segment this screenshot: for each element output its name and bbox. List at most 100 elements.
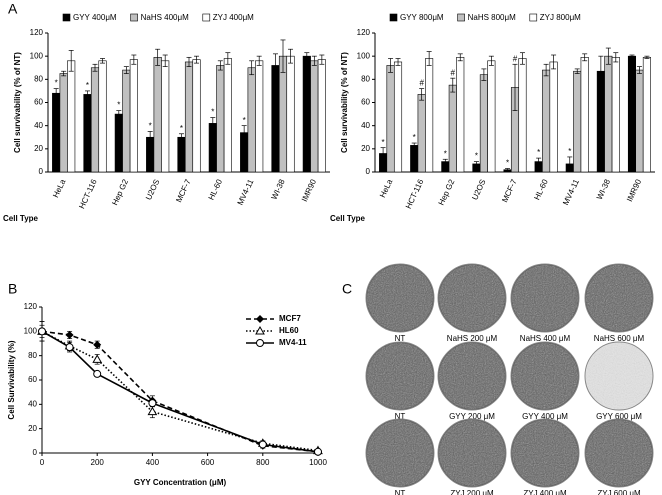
significance-marker: * [444, 149, 447, 158]
plate-label: ZYJ 400 μM [523, 489, 567, 495]
bar [122, 69, 131, 173]
bar [177, 136, 186, 173]
bar [114, 113, 123, 173]
x-tick-label: Hep G2 [110, 177, 130, 206]
error-bar [613, 52, 619, 63]
y-tick-label: 20 [361, 144, 370, 153]
error-bar [380, 147, 386, 160]
error-bar [131, 54, 137, 65]
series-line [41, 330, 319, 453]
y-tick-label: 120 [357, 28, 371, 37]
series-line [41, 330, 319, 452]
error-bar [473, 161, 479, 167]
error-bar [68, 50, 74, 72]
y-tick-label: 100 [30, 51, 44, 60]
legend-label: NaHS 800μM [468, 13, 517, 22]
significance-marker: * [568, 147, 571, 156]
error-bar [61, 70, 67, 77]
y-tick-label: 80 [28, 351, 37, 360]
x-tick-label: 800 [256, 458, 270, 467]
significance-marker: # [451, 68, 456, 77]
error-bar [488, 55, 494, 66]
bar [635, 69, 644, 173]
legend-swatch [529, 13, 538, 22]
plate-texture [586, 265, 652, 331]
bar [611, 57, 620, 173]
error-bar [605, 47, 611, 65]
legend-label: MCF7 [279, 314, 301, 323]
bar [67, 60, 76, 173]
bar [573, 70, 582, 173]
error-bar [194, 55, 200, 64]
x-tick-label: WI-38 [595, 177, 612, 201]
bar [487, 60, 496, 173]
x-tick-label: HL-60 [207, 177, 225, 201]
bar [208, 123, 217, 173]
bar [278, 55, 288, 173]
bar [302, 55, 311, 173]
x-tick-label: 600 [201, 458, 215, 467]
error-bar [551, 54, 557, 70]
x-axis-label: Cell Type [330, 214, 366, 223]
legend-label: MV4-11 [279, 338, 307, 347]
legend-label: ZYJ 400μM [213, 13, 254, 22]
significance-marker: * [382, 138, 385, 147]
plate-label: NaHS 400 μM [520, 334, 571, 343]
x-tick-label: U2OS [144, 178, 161, 202]
bar [255, 60, 264, 173]
x-tick-label: MCF-7 [500, 177, 519, 203]
x-tick-label: U2OS [470, 178, 487, 202]
y-tick-label: 60 [361, 98, 370, 107]
significance-marker: * [149, 122, 152, 131]
legend-label: GYY 800μM [400, 13, 444, 22]
significance-marker: * [537, 148, 540, 157]
bar [83, 94, 92, 173]
x-tick-label: HeLa [51, 177, 67, 199]
plate-label: NT [395, 334, 406, 343]
significance-marker: * [86, 81, 89, 90]
x-tick-label: HCT-116 [404, 177, 426, 210]
y-tick-label: 100 [357, 51, 371, 60]
legend-swatch [202, 13, 211, 22]
plate-texture [367, 265, 433, 331]
x-tick-label: MV4-11 [561, 177, 581, 206]
x-tick-label: MCF-7 [174, 177, 193, 203]
y-tick-label: 100 [24, 326, 38, 335]
y-tick-label: 60 [34, 98, 43, 107]
significance-marker: * [117, 101, 120, 110]
plate-label: GYY 200 μM [449, 412, 495, 421]
error-bar [162, 54, 168, 67]
error-bar [536, 157, 542, 166]
y-tick-label: 120 [30, 28, 44, 37]
plate-texture [367, 343, 433, 409]
error-bar [395, 58, 401, 66]
error-bar [241, 125, 247, 140]
error-bar [304, 52, 310, 60]
error-bar [123, 66, 129, 74]
legend-label: GYY 400μM [73, 13, 117, 22]
y-axis-label: Cell Survivability (%) [7, 340, 16, 419]
x-axis-label: GYY Concentration (μM) [134, 478, 227, 487]
plate-texture [512, 343, 578, 409]
error-bar [53, 88, 59, 99]
legend-swatch [62, 13, 71, 22]
error-bar [92, 63, 98, 72]
plate-label: NT [395, 412, 406, 421]
bar [425, 58, 434, 173]
bar [410, 145, 419, 173]
bar [479, 74, 488, 173]
legend-swatch [389, 13, 398, 22]
significance-marker: # [419, 79, 424, 88]
bar [184, 61, 194, 173]
error-bar [543, 63, 549, 77]
plate-label: NaHS 600 μM [594, 334, 645, 343]
marker [256, 339, 264, 347]
plate-texture [586, 343, 652, 409]
y-tick-label: 40 [34, 121, 43, 130]
y-tick-label: 80 [361, 74, 370, 83]
x-tick-label: Hep G2 [437, 177, 457, 206]
error-bar [272, 53, 278, 78]
error-bar [450, 77, 456, 93]
significance-marker: * [55, 79, 58, 88]
bar [223, 58, 232, 173]
